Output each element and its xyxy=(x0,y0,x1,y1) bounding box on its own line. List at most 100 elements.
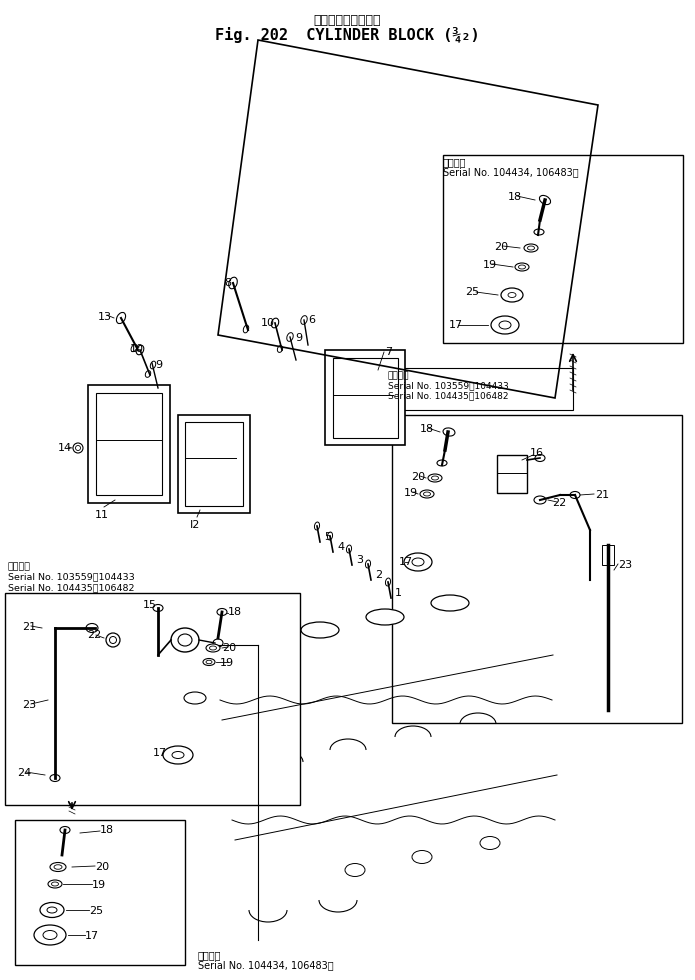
Ellipse shape xyxy=(54,864,62,869)
Ellipse shape xyxy=(515,263,529,271)
Ellipse shape xyxy=(301,622,339,638)
Ellipse shape xyxy=(431,595,469,611)
Ellipse shape xyxy=(412,851,432,863)
Ellipse shape xyxy=(412,558,424,566)
Ellipse shape xyxy=(47,907,57,913)
Ellipse shape xyxy=(437,460,447,466)
Ellipse shape xyxy=(535,455,545,462)
Text: 18: 18 xyxy=(100,825,114,835)
Ellipse shape xyxy=(136,345,144,355)
Text: 9: 9 xyxy=(295,333,302,343)
Ellipse shape xyxy=(428,474,442,482)
Ellipse shape xyxy=(287,332,293,341)
Ellipse shape xyxy=(117,313,126,323)
Ellipse shape xyxy=(150,362,156,368)
Ellipse shape xyxy=(499,321,511,329)
Ellipse shape xyxy=(423,492,430,496)
Text: 17: 17 xyxy=(449,320,463,330)
Bar xyxy=(96,393,162,495)
Ellipse shape xyxy=(229,277,237,289)
Text: Serial No. 104435～106482: Serial No. 104435～106482 xyxy=(8,583,135,592)
Ellipse shape xyxy=(184,692,206,704)
Ellipse shape xyxy=(524,244,538,252)
Text: 8: 8 xyxy=(224,278,231,288)
Text: 22: 22 xyxy=(87,630,101,640)
Bar xyxy=(602,545,614,565)
Text: 13: 13 xyxy=(98,312,112,322)
Bar xyxy=(443,155,683,343)
Ellipse shape xyxy=(131,344,137,352)
Ellipse shape xyxy=(327,532,333,540)
Ellipse shape xyxy=(508,292,516,298)
Bar xyxy=(325,350,405,445)
Bar xyxy=(185,422,243,506)
Ellipse shape xyxy=(420,490,434,498)
Ellipse shape xyxy=(209,646,217,650)
Ellipse shape xyxy=(86,623,98,632)
Bar xyxy=(497,455,527,493)
Ellipse shape xyxy=(501,288,523,302)
Ellipse shape xyxy=(50,862,66,871)
Text: 適用号機: 適用号機 xyxy=(198,950,222,960)
Bar xyxy=(392,415,682,723)
Text: Fig. 202  CYLINDER BLOCK (¾₂): Fig. 202 CYLINDER BLOCK (¾₂) xyxy=(215,27,480,43)
Text: 19: 19 xyxy=(220,658,234,668)
Text: 3: 3 xyxy=(356,555,363,565)
Text: 10: 10 xyxy=(130,344,144,354)
Text: 適用号機: 適用号機 xyxy=(8,562,31,571)
Text: 23: 23 xyxy=(618,560,632,570)
Text: 17: 17 xyxy=(85,931,99,941)
Ellipse shape xyxy=(172,752,184,759)
Ellipse shape xyxy=(51,882,58,886)
Ellipse shape xyxy=(171,628,199,652)
Text: 24: 24 xyxy=(17,768,31,778)
Text: 20: 20 xyxy=(411,472,425,482)
Ellipse shape xyxy=(213,639,223,647)
Text: 20: 20 xyxy=(222,643,236,653)
Text: 5: 5 xyxy=(324,532,331,542)
Ellipse shape xyxy=(271,318,279,328)
Text: 19: 19 xyxy=(483,260,497,270)
Text: 11: 11 xyxy=(95,510,109,520)
Ellipse shape xyxy=(432,476,439,480)
Text: 18: 18 xyxy=(508,192,522,202)
Ellipse shape xyxy=(366,560,370,568)
Text: 22: 22 xyxy=(552,498,566,508)
Text: 2: 2 xyxy=(375,570,382,580)
Text: 15: 15 xyxy=(143,600,157,610)
Ellipse shape xyxy=(178,634,192,646)
Ellipse shape xyxy=(243,325,249,333)
Ellipse shape xyxy=(346,545,352,553)
Text: 25: 25 xyxy=(89,906,103,916)
Ellipse shape xyxy=(366,609,404,625)
Text: 20: 20 xyxy=(95,862,109,872)
Text: 18: 18 xyxy=(420,424,434,434)
Ellipse shape xyxy=(277,346,283,353)
Text: 7: 7 xyxy=(385,347,392,357)
Bar xyxy=(385,368,573,410)
Ellipse shape xyxy=(534,229,544,235)
Text: 23: 23 xyxy=(22,700,36,710)
Bar xyxy=(88,385,170,503)
Text: 17: 17 xyxy=(153,748,167,758)
Text: 21: 21 xyxy=(595,490,609,500)
Text: 20: 20 xyxy=(494,242,508,252)
Ellipse shape xyxy=(443,428,455,436)
Text: Serial No. 103559～104433: Serial No. 103559～104433 xyxy=(388,381,509,390)
Text: 適用号機: 適用号機 xyxy=(443,157,466,167)
Text: 4: 4 xyxy=(337,542,344,552)
Ellipse shape xyxy=(153,605,163,612)
Text: I2: I2 xyxy=(190,520,200,530)
Text: Serial No. 104434, 106483～: Serial No. 104434, 106483～ xyxy=(198,960,334,970)
Text: 16: 16 xyxy=(530,448,544,458)
Ellipse shape xyxy=(43,930,57,940)
Text: Serial No. 103559～104433: Serial No. 103559～104433 xyxy=(8,572,135,581)
Text: Serial No. 104435～106482: Serial No. 104435～106482 xyxy=(388,391,509,400)
Text: 25: 25 xyxy=(465,287,479,297)
Ellipse shape xyxy=(314,522,320,530)
Text: 適用号機: 適用号機 xyxy=(388,371,409,380)
Ellipse shape xyxy=(570,492,580,499)
Ellipse shape xyxy=(534,496,546,504)
Ellipse shape xyxy=(539,195,550,205)
Text: 10: 10 xyxy=(261,318,275,328)
